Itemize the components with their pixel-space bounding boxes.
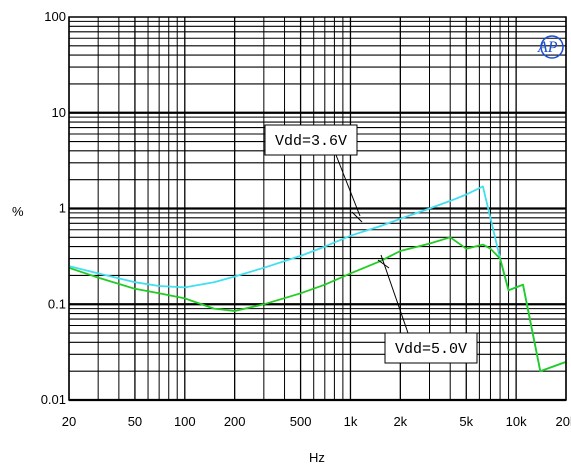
- series-line-vdd-3-6v: [68, 185, 567, 373]
- ap-logo: AP: [537, 39, 558, 56]
- annotation-leader-line: [335, 154, 361, 217]
- y-tick-label: 0.1: [48, 296, 66, 311]
- x-tick-labels: 20 50 100 200 500 1k 2k 5k 10k 20k: [62, 414, 571, 429]
- x-tick-label: 5k: [459, 414, 473, 429]
- y-tick-label: 0.01: [41, 392, 66, 407]
- y-tick-label: 1: [59, 201, 66, 216]
- x-tick-label: 2k: [393, 414, 407, 429]
- annotations: Vdd=3.6V Vdd=5.0V: [264, 124, 478, 364]
- series-line-vdd-5-0v: [68, 236, 567, 373]
- x-tick-label: 20: [62, 414, 76, 429]
- plot-frame: [68, 16, 567, 401]
- annotation-arrow-mark: [377, 259, 390, 269]
- annotation-label: Vdd=3.6V: [275, 133, 347, 150]
- grid: [68, 17, 567, 402]
- y-tick-label: 100: [44, 9, 66, 24]
- x-tick-label: 50: [128, 414, 142, 429]
- x-tick-label: 200: [224, 414, 246, 429]
- x-tick-label: 500: [290, 414, 312, 429]
- y-axis-label: %: [12, 204, 24, 219]
- x-tick-label: 100: [174, 414, 196, 429]
- annotation-label: Vdd=5.0V: [395, 341, 467, 358]
- series-lines: [68, 185, 567, 373]
- x-axis-label: Hz: [309, 450, 325, 465]
- x-tick-label: 1k: [344, 414, 358, 429]
- annotation-arrow-mark: [351, 211, 363, 223]
- annotation-leader-line: [380, 254, 409, 334]
- annotation-box: [264, 124, 358, 156]
- annotation-box: [384, 332, 478, 364]
- x-tick-label: 10k: [506, 414, 527, 429]
- y-tick-label: 10: [52, 105, 66, 120]
- y-tick-labels: 100 10 1 0.1 0.01: [41, 9, 66, 407]
- x-tick-label: 20k: [556, 414, 571, 429]
- ap-logo-ring: [540, 35, 564, 59]
